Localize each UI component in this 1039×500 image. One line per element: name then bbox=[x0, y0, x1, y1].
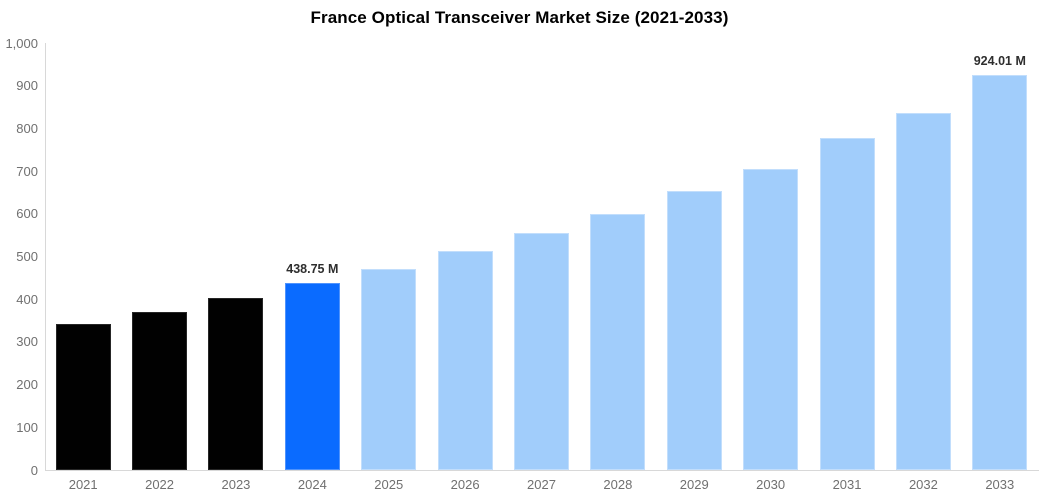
bar-2022[interactable] bbox=[132, 312, 188, 470]
x-tick-label-2030: 2030 bbox=[756, 477, 786, 492]
y-tick-label-0: 0 bbox=[30, 462, 38, 478]
x-tick-label-2031: 2031 bbox=[832, 477, 862, 492]
bar-2028[interactable] bbox=[590, 213, 646, 470]
y-tick-label-100: 100 bbox=[16, 419, 38, 435]
x-tick-label-2026: 2026 bbox=[450, 477, 480, 492]
bar-2023[interactable] bbox=[208, 298, 264, 470]
bar-2031[interactable] bbox=[819, 138, 875, 470]
y-tick-label-900: 900 bbox=[16, 78, 38, 94]
x-tick-label-2032: 2032 bbox=[908, 477, 938, 492]
x-tick-label-2023: 2023 bbox=[221, 477, 251, 492]
y-tick-label-400: 400 bbox=[16, 291, 38, 307]
bar-2024[interactable] bbox=[284, 282, 340, 470]
chart-title: France Optical Transceiver Market Size (… bbox=[310, 8, 729, 27]
x-tick-label-2022: 2022 bbox=[145, 477, 175, 492]
y-tick-label-600: 600 bbox=[16, 206, 38, 222]
y-axis-line bbox=[45, 43, 46, 470]
y-tick-label-800: 800 bbox=[16, 120, 38, 136]
x-tick-label-2028: 2028 bbox=[603, 477, 633, 492]
x-tick-label-2021: 2021 bbox=[68, 477, 98, 492]
x-tick-label-2027: 2027 bbox=[527, 477, 556, 492]
y-tick-label-300: 300 bbox=[16, 334, 38, 350]
x-tick-label-2033: 2033 bbox=[985, 477, 1015, 492]
bar-2026[interactable] bbox=[437, 251, 493, 470]
y-tick-label-200: 200 bbox=[16, 377, 38, 393]
bar-2025[interactable] bbox=[361, 268, 417, 470]
data-label-2024: 438.75 M bbox=[286, 261, 339, 276]
x-axis-line bbox=[45, 470, 1039, 471]
bar-2027[interactable] bbox=[514, 233, 569, 470]
bar-2032[interactable] bbox=[895, 112, 951, 470]
y-tick-label-1000: 1,000 bbox=[5, 35, 38, 51]
data-label-2033: 924.01 M bbox=[973, 54, 1026, 69]
bar-2033[interactable] bbox=[972, 75, 1028, 470]
bar-2029[interactable] bbox=[666, 191, 722, 470]
y-tick-label-500: 500 bbox=[16, 249, 38, 264]
x-tick-label-2025: 2025 bbox=[374, 477, 404, 492]
bar-2030[interactable] bbox=[743, 168, 799, 470]
x-tick-label-2024: 2024 bbox=[297, 477, 327, 492]
y-tick-label-700: 700 bbox=[16, 163, 38, 179]
bar-2021[interactable] bbox=[55, 324, 111, 470]
x-tick-label-2029: 2029 bbox=[679, 477, 709, 492]
